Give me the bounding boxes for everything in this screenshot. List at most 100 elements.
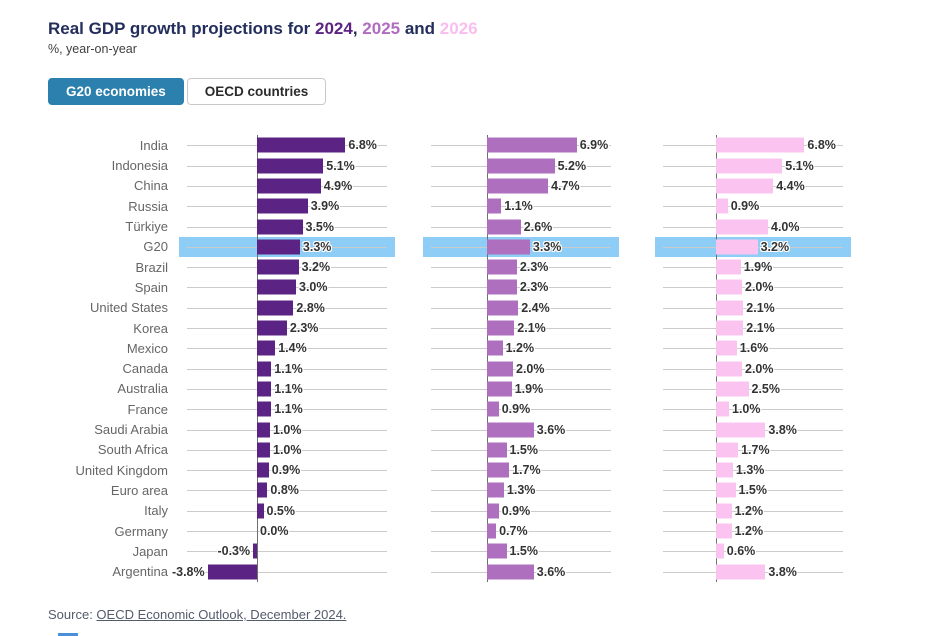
gridline bbox=[187, 551, 387, 553]
country-label: Japan bbox=[132, 543, 168, 559]
gridline bbox=[187, 449, 387, 451]
value-label: 1.2% bbox=[734, 524, 764, 539]
value-label: 5.1% bbox=[785, 158, 814, 173]
country-label: United Kingdom bbox=[75, 462, 169, 478]
value-label: 1.1% bbox=[274, 381, 303, 396]
source-prefix: Source: bbox=[48, 606, 97, 622]
value-label: 2.3% bbox=[519, 260, 549, 275]
value-label: 0.0% bbox=[260, 524, 289, 539]
chart-row-germany: Germany 0.0% 0.7% 1.2% bbox=[48, 520, 938, 542]
chart-row-saudi-arabia: Saudi Arabia 1.0% 3.6% 3.8% bbox=[48, 419, 938, 440]
chart-row-russia: Russia 3.9% 1.1% 0.9% bbox=[48, 196, 938, 217]
bar-2026 bbox=[716, 361, 742, 377]
tab-oecd-countries[interactable]: OECD countries bbox=[186, 78, 327, 106]
bar-2024 bbox=[257, 137, 346, 153]
value-label: 3.3% bbox=[302, 239, 332, 254]
value-label: 0.5% bbox=[266, 503, 296, 518]
panel-2026-cell: 1.0% bbox=[660, 399, 846, 420]
gridline bbox=[663, 388, 843, 390]
gridline bbox=[663, 206, 843, 208]
value-label: 6.8% bbox=[807, 138, 836, 153]
gridline bbox=[663, 328, 843, 330]
value-label: -0.3% bbox=[217, 544, 251, 559]
country-label: Euro area bbox=[110, 482, 168, 498]
bar-2024 bbox=[257, 279, 296, 295]
panel-2024-cell: 1.1% bbox=[184, 358, 390, 379]
panel-2026-cell: 3.8% bbox=[660, 419, 846, 440]
bar-2026 bbox=[716, 462, 733, 478]
value-label: 2.0% bbox=[745, 361, 774, 376]
panel-2024-cell: 5.1% bbox=[184, 155, 390, 176]
chart-row-spain: Spain 3.0% 2.3% 2.0% bbox=[48, 277, 938, 298]
bar-2024 bbox=[257, 300, 294, 316]
gridline bbox=[431, 307, 611, 309]
bar-2026 bbox=[716, 564, 766, 580]
bar-2026 bbox=[716, 259, 741, 275]
bar-2026 bbox=[716, 523, 732, 539]
value-label: 0.6% bbox=[726, 544, 756, 559]
zero-axis-line bbox=[257, 520, 258, 542]
panel-2024-cell: 3.5% bbox=[184, 216, 390, 237]
bar-2025 bbox=[487, 381, 512, 397]
panel-2026-cell: 2.1% bbox=[660, 317, 846, 339]
chart-subtitle: %, year-on-year bbox=[48, 42, 137, 57]
value-label: 6.8% bbox=[348, 138, 377, 153]
gridline bbox=[431, 388, 611, 390]
bar-2025 bbox=[487, 259, 517, 275]
value-label: 2.5% bbox=[751, 381, 781, 396]
country-label: Italy bbox=[144, 503, 168, 519]
value-label: 1.1% bbox=[274, 361, 303, 376]
panel-2025-cell: 2.0% bbox=[428, 358, 614, 379]
gridline bbox=[187, 409, 387, 411]
panel-2024-cell: 0.8% bbox=[184, 480, 390, 501]
bar-2025 bbox=[487, 320, 515, 336]
panel-2026-cell: 1.2% bbox=[660, 520, 846, 542]
value-label: 4.7% bbox=[551, 178, 580, 193]
value-label: 1.4% bbox=[278, 341, 307, 356]
panel-2024-cell: -0.3% bbox=[184, 541, 390, 562]
tab-g20-economies[interactable]: G20 economies bbox=[48, 78, 184, 106]
value-label: 1.6% bbox=[739, 341, 769, 356]
bar-2024 bbox=[253, 543, 257, 559]
gridline bbox=[663, 287, 843, 289]
source-link[interactable]: OECD Economic Outlook, December 2024. bbox=[96, 606, 347, 622]
panel-2026-cell: 3.2% bbox=[655, 236, 851, 258]
panel-2024-cell: 0.5% bbox=[184, 500, 390, 521]
gridline bbox=[187, 571, 387, 573]
value-label: 2.0% bbox=[745, 280, 774, 295]
panel-2026-cell: 2.0% bbox=[660, 277, 846, 298]
country-label: Australia bbox=[117, 381, 168, 397]
gridline bbox=[431, 531, 611, 533]
page-title: Real GDP growth projections for 2024, 20… bbox=[48, 18, 938, 39]
chart-row-mexico: Mexico 1.4% 1.2% 1.6% bbox=[48, 338, 938, 359]
gridline bbox=[663, 368, 843, 370]
value-label: 1.0% bbox=[273, 442, 302, 457]
panel-2026-cell: 1.7% bbox=[660, 439, 846, 460]
bar-2025 bbox=[487, 462, 510, 478]
gridline bbox=[431, 490, 611, 492]
panel-2024-cell: 2.3% bbox=[184, 317, 390, 339]
gridline bbox=[663, 348, 843, 350]
value-label: 5.1% bbox=[326, 158, 355, 173]
bar-2026 bbox=[716, 198, 728, 214]
gridline bbox=[187, 368, 387, 370]
gridline bbox=[431, 267, 611, 269]
value-label: 3.2% bbox=[301, 260, 331, 275]
country-label: Argentina bbox=[112, 564, 168, 580]
country-label: France bbox=[127, 401, 168, 417]
value-label: 1.2% bbox=[505, 341, 535, 356]
panel-2026-cell: 6.8% bbox=[660, 135, 846, 156]
bar-2026 bbox=[716, 482, 736, 498]
value-label: 3.0% bbox=[299, 280, 328, 295]
value-label: 1.5% bbox=[509, 544, 539, 559]
value-label: 4.0% bbox=[771, 219, 800, 234]
panel-2024-cell: 1.1% bbox=[184, 378, 390, 400]
value-label: 1.5% bbox=[738, 483, 768, 498]
country-label: G20 bbox=[143, 239, 168, 255]
country-label: Canada bbox=[122, 361, 168, 377]
bar-2024 bbox=[257, 361, 272, 377]
panel-2024-cell: 1.0% bbox=[184, 439, 390, 460]
gridline bbox=[187, 429, 387, 431]
panel-2025-cell: 2.4% bbox=[428, 297, 614, 318]
